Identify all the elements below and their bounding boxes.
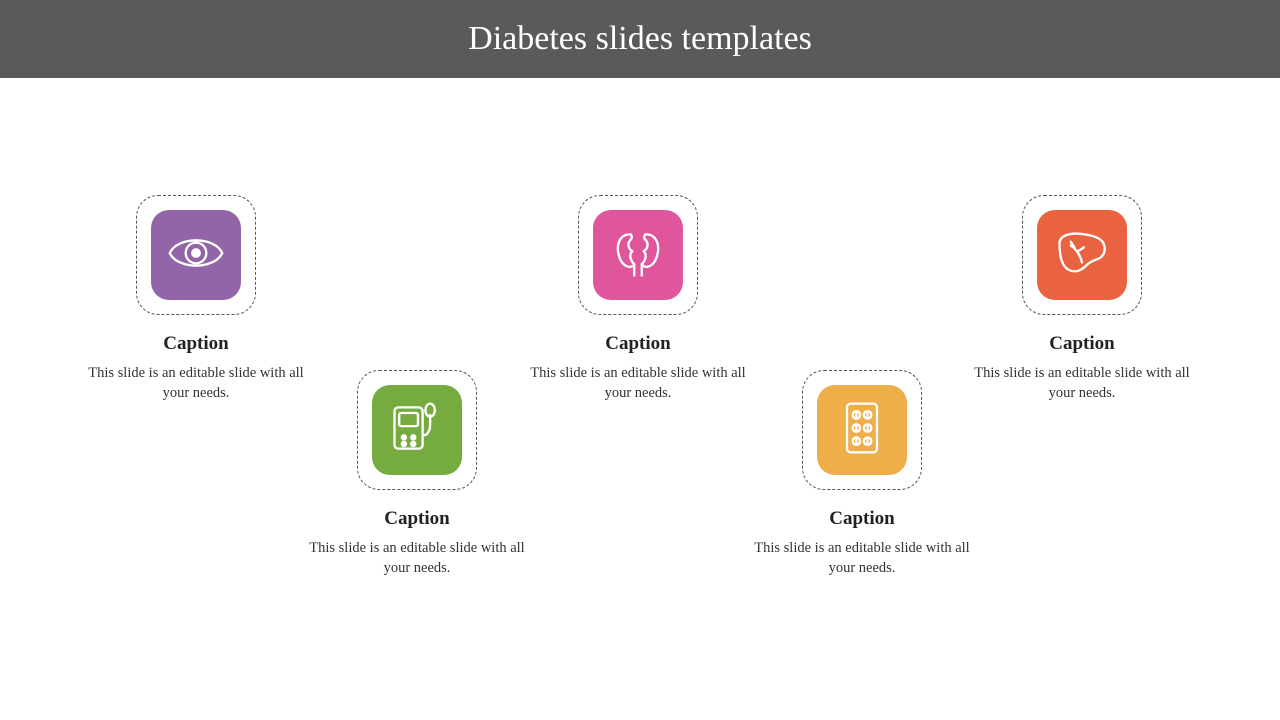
kidneys-icon (608, 223, 668, 288)
caption-desc: This slide is an editable slide with all… (518, 363, 758, 404)
icon-frame-bp (357, 370, 477, 490)
card-pills: Caption This slide is an editable slide … (742, 370, 982, 579)
liver-icon (1052, 223, 1112, 288)
icon-frame-eye (136, 195, 256, 315)
icon-frame-kidneys (578, 195, 698, 315)
icon-tile-bp (372, 385, 462, 475)
caption-desc: This slide is an editable slide with all… (962, 363, 1202, 404)
card-kidneys: Caption This slide is an editable slide … (518, 195, 758, 404)
icon-frame-liver (1022, 195, 1142, 315)
icon-tile-kidneys (593, 210, 683, 300)
icon-tile-pills (817, 385, 907, 475)
caption-desc: This slide is an editable slide with all… (297, 538, 537, 579)
caption-title: Caption (962, 333, 1202, 355)
card-bp-monitor: Caption This slide is an editable slide … (297, 370, 537, 579)
caption-desc: This slide is an editable slide with all… (742, 538, 982, 579)
pill-pack-icon (832, 398, 892, 463)
icon-frame-pills (802, 370, 922, 490)
eye-icon (166, 223, 226, 288)
caption-title: Caption (76, 333, 316, 355)
caption-desc: This slide is an editable slide with all… (76, 363, 316, 404)
icon-tile-eye (151, 210, 241, 300)
icon-tile-liver (1037, 210, 1127, 300)
caption-title: Caption (518, 333, 758, 355)
card-eye: Caption This slide is an editable slide … (76, 195, 316, 404)
caption-title: Caption (742, 508, 982, 530)
slide-title: Diabetes slides templates (468, 20, 812, 58)
card-liver: Caption This slide is an editable slide … (962, 195, 1202, 404)
slide-header: Diabetes slides templates (0, 0, 1280, 78)
bp-monitor-icon (387, 398, 447, 463)
caption-title: Caption (297, 508, 537, 530)
